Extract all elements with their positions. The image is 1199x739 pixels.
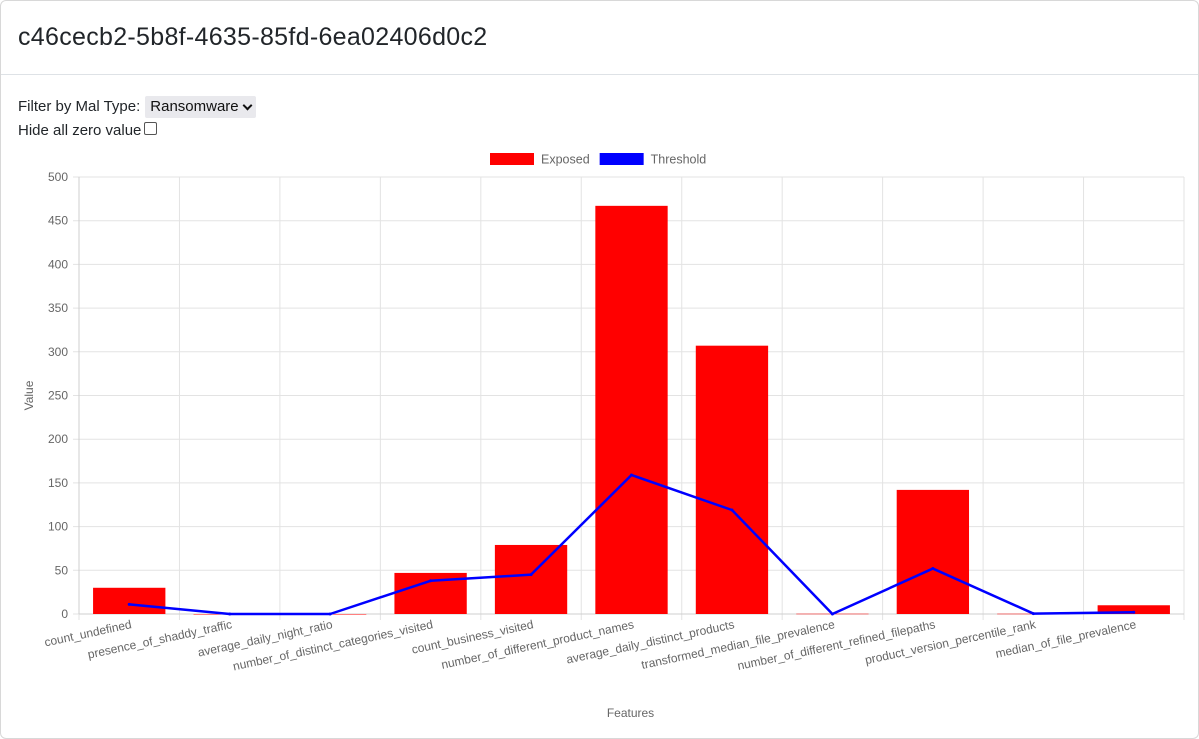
bar-chart: 050100150200250300350400450500count_unde… xyxy=(22,153,1185,720)
bar-exposed xyxy=(93,587,166,614)
mal-type-select[interactable]: Ransomware xyxy=(145,96,256,118)
x-tick-label: product_version_percentile_rank xyxy=(864,617,1038,667)
bar-exposed xyxy=(1097,605,1170,614)
y-tick-label: 500 xyxy=(48,170,68,184)
threshold-point xyxy=(127,602,131,606)
y-tick-label: 150 xyxy=(48,476,68,490)
y-tick-label: 450 xyxy=(48,214,68,228)
threshold-point xyxy=(730,508,734,512)
threshold-point xyxy=(429,579,433,583)
threshold-point xyxy=(1031,612,1035,616)
threshold-point xyxy=(1132,610,1136,614)
threshold-point xyxy=(328,612,332,616)
y-tick-label: 350 xyxy=(48,301,68,315)
y-tick-label: 0 xyxy=(61,607,68,621)
header: c46cecb2-5b8f-4635-85fd-6ea02406d0c2 xyxy=(1,1,1198,75)
mal-type-select-value: Ransomware xyxy=(150,98,239,115)
hide-zero-label: Hide all zero value xyxy=(18,122,142,139)
threshold-point xyxy=(228,612,232,616)
bar-exposed xyxy=(896,489,970,614)
filter-label: Filter by Mal Type: xyxy=(18,98,141,115)
threshold-point xyxy=(630,473,633,477)
controls: Filter by Mal Type: Ransomware Hide all … xyxy=(18,95,256,143)
x-axis-title: Features xyxy=(607,706,654,720)
bar-exposed xyxy=(494,544,568,614)
bar-exposed xyxy=(695,345,769,614)
chevron-down-icon xyxy=(242,100,253,110)
threshold-point xyxy=(529,573,533,577)
threshold-point xyxy=(830,612,834,616)
y-tick-label: 100 xyxy=(48,520,68,534)
y-tick-label: 300 xyxy=(48,345,68,359)
page-title: c46cecb2-5b8f-4635-85fd-6ea02406d0c2 xyxy=(18,23,488,51)
y-tick-label: 400 xyxy=(48,257,68,271)
hide-zero-checkbox[interactable] xyxy=(144,121,158,135)
legend-label-threshold: Threshold xyxy=(651,153,707,167)
y-axis-title: Value xyxy=(22,380,36,410)
legend-swatch-threshold xyxy=(599,153,644,165)
y-tick-label: 50 xyxy=(55,563,69,577)
y-tick-label: 200 xyxy=(48,432,68,446)
legend-label-exposed: Exposed xyxy=(541,153,590,167)
y-tick-label: 250 xyxy=(48,389,68,403)
bar-exposed xyxy=(595,205,668,614)
threshold-point xyxy=(931,567,935,571)
filter-row: Filter by Mal Type: Ransomware xyxy=(18,95,256,119)
hide-zero-row: Hide all zero value xyxy=(18,119,256,143)
legend-swatch-exposed xyxy=(490,153,534,165)
